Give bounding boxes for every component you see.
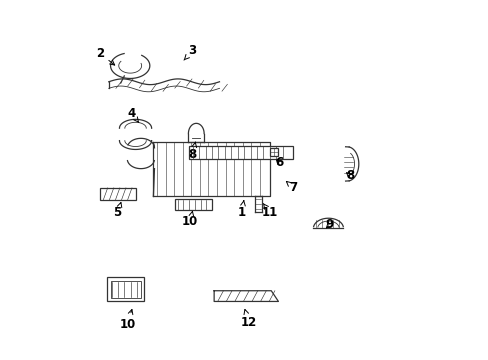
Polygon shape [214, 291, 278, 301]
Text: 6: 6 [275, 156, 283, 169]
Bar [110, 281, 141, 298]
Bar [107, 277, 144, 301]
Polygon shape [153, 143, 269, 196]
Bar [175, 199, 212, 210]
Text: 3: 3 [183, 44, 196, 60]
Text: 10: 10 [119, 310, 135, 331]
Bar [269, 148, 277, 156]
Text: 12: 12 [240, 310, 256, 329]
Text: 4: 4 [127, 107, 139, 122]
Text: 9: 9 [325, 218, 333, 231]
Text: 10: 10 [182, 211, 198, 228]
Text: 1: 1 [237, 201, 245, 219]
Text: 5: 5 [113, 202, 122, 219]
Text: 11: 11 [262, 203, 278, 219]
Text: 8: 8 [345, 169, 353, 182]
Text: 8: 8 [188, 142, 197, 161]
Bar [189, 146, 292, 159]
Text: 2: 2 [96, 47, 114, 65]
Bar [100, 188, 135, 200]
Text: 7: 7 [286, 181, 297, 194]
